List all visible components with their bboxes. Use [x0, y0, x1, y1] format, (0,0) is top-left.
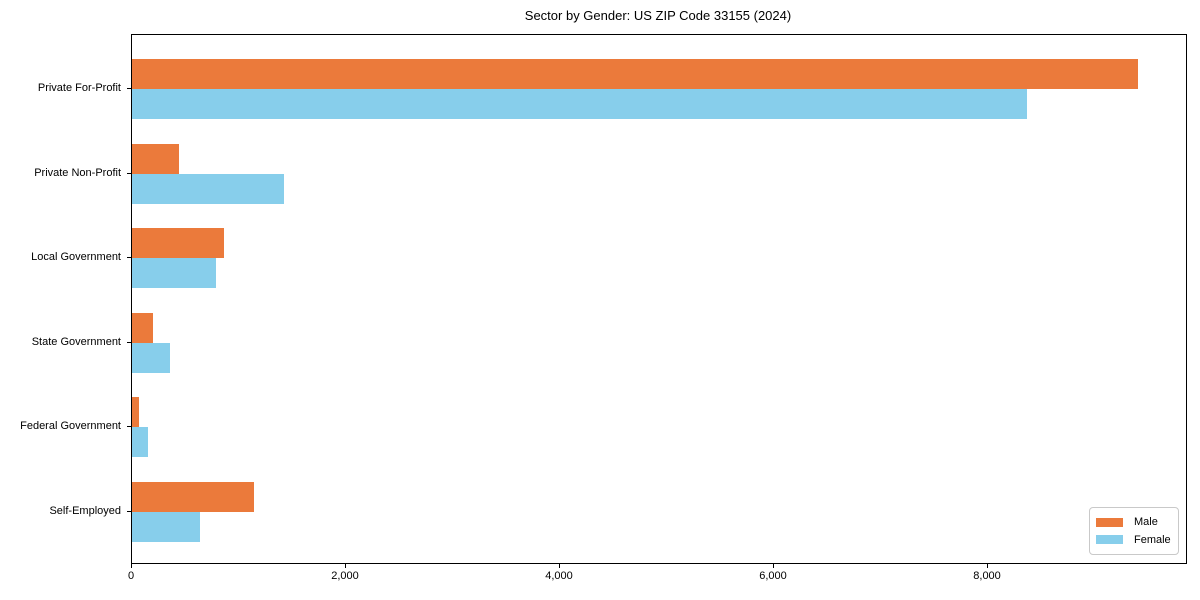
y-tick-mark: [127, 172, 131, 174]
x-tick-label-0: 0: [127, 570, 135, 582]
chart-title: Sector by Gender: US ZIP Code 33155 (202…: [524, 8, 792, 23]
bar-female-federal-government: [132, 427, 148, 457]
legend-item-male: Male: [1096, 516, 1172, 528]
y-tick-mark: [127, 426, 131, 427]
legend-swatch-male: [1096, 517, 1123, 527]
x-tick-mark: [559, 564, 561, 568]
legend-label-female: Female: [1134, 533, 1171, 546]
bar-male-local-government: [132, 228, 224, 258]
x-tick-label-1: 2,000: [331, 570, 359, 582]
legend-swatch-female: [1096, 535, 1123, 545]
y-tick-mark: [127, 88, 131, 89]
bar-female-state-government: [132, 342, 170, 373]
y-tick-label-state-government: State Government: [31, 335, 121, 348]
x-tick-label-3: 6,000: [759, 570, 787, 582]
bar-female-self-employed: [132, 511, 200, 542]
legend-label-male: Male: [1134, 516, 1158, 529]
plot-area: [131, 34, 1187, 564]
y-tick-label-private-for-profit: Private For-Profit: [37, 82, 121, 94]
bar-female-private-non-profit: [132, 173, 284, 204]
y-tick-mark: [127, 510, 131, 512]
y-tick-label-federal-government: Federal Government: [20, 420, 121, 432]
y-tick-mark: [127, 257, 131, 258]
y-tick-mark: [127, 341, 131, 343]
bar-male-private-non-profit: [132, 143, 180, 174]
x-tick-mark: [345, 564, 346, 568]
y-tick-label-self-employed: Self-Employed: [49, 504, 121, 517]
y-tick-label-local-government: Local Government: [31, 251, 121, 263]
y-tick-label-private-non-profit: Private Non-Profit: [34, 166, 121, 179]
bar-male-federal-government: [132, 397, 139, 427]
x-tick-mark: [131, 564, 132, 568]
bar-male-private-for-profit: [132, 59, 1138, 89]
x-tick-mark: [773, 564, 775, 568]
legend-item-female: Female: [1096, 534, 1172, 546]
x-tick-label-4: 8,000: [973, 570, 1001, 582]
bar-female-local-government: [132, 258, 216, 288]
x-tick-mark: [987, 564, 989, 568]
legend: Male Female: [1089, 507, 1179, 555]
bar-male-state-government: [132, 312, 153, 343]
bar-male-self-employed: [132, 481, 254, 512]
bar-female-private-for-profit: [132, 89, 1027, 119]
x-tick-label-2: 4,000: [545, 570, 573, 582]
